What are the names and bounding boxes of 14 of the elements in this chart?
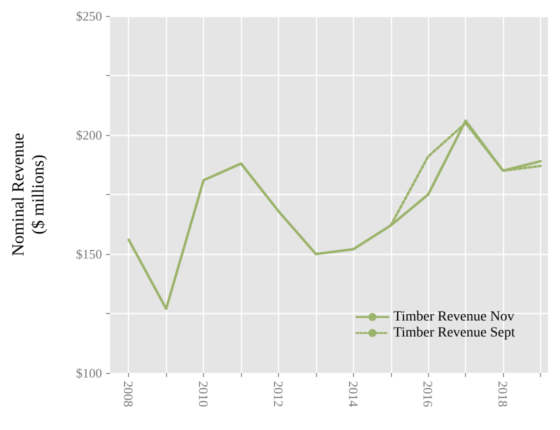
x-tick-label: 2008 (121, 381, 136, 407)
legend-label: Timber Revenue Sept (393, 326, 516, 340)
x-tick-label: 2018 (496, 381, 511, 407)
y-tick-label: $150 (76, 246, 102, 262)
line-series (127, 119, 542, 310)
x-tick-label: 2014 (346, 381, 361, 408)
legend-label: Timber Revenue Nov (393, 310, 514, 324)
y-tick-label: $100 (76, 366, 102, 380)
y-tick-label: $250 (76, 8, 102, 24)
x-tick-label: 2016 (420, 381, 436, 408)
y-tick-label: $200 (76, 128, 102, 142)
x-tick-label: 2012 (270, 381, 286, 407)
y-axis-title: Nominal Revenue ($ millions) (8, 132, 48, 256)
x-tick-label: 2010 (196, 381, 212, 407)
